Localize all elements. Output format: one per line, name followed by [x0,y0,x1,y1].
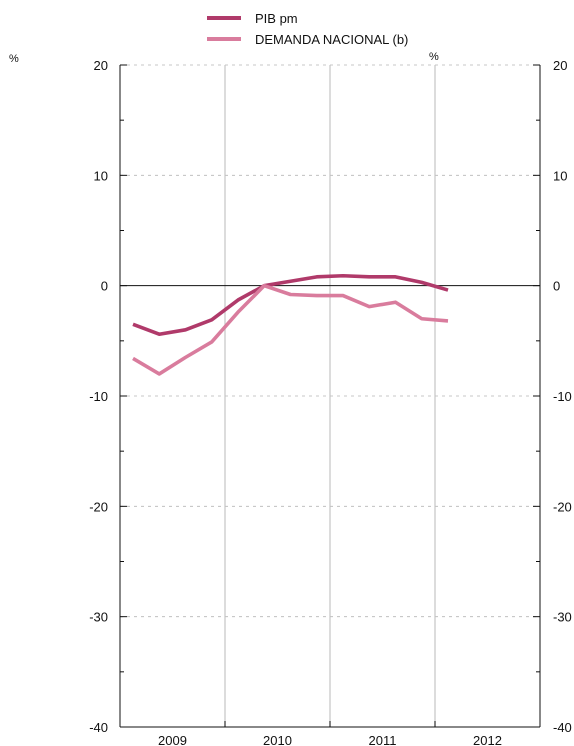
left-tick-label: -10 [89,389,108,404]
x-tick-label: 2009 [158,733,187,746]
x-tick-label: 2011 [369,733,397,746]
left-tick-label: 10 [94,168,108,183]
series-lines [132,273,449,376]
left-tick-label: -20 [89,499,108,514]
right-tick-label: -40 [553,720,572,735]
year-separators [224,65,436,727]
left-tick-label: 0 [101,279,108,294]
x-tick-label: 2012 [473,733,502,746]
legend-label-1: PIB pm [255,11,298,26]
left-tick-label: -30 [89,610,108,625]
right-tick-label: -20 [553,499,572,514]
left-tick-label: -40 [89,720,108,735]
right-tick-label: 0 [553,279,560,294]
right-tick-label: -10 [553,389,572,404]
left-tick-label: 20 [94,58,108,73]
right-axis-unit: % [429,51,439,63]
legend: PIB pm DEMANDA NACIONAL (b) [207,11,408,47]
right-tick-label: -30 [553,610,572,625]
x-tick-label: 2010 [263,733,292,746]
legend-label-2: DEMANDA NACIONAL (b) [255,32,408,47]
series-line-1 [132,273,449,337]
axis-ticks [120,64,540,728]
right-tick-label: 10 [553,168,567,183]
right-tick-label: 20 [553,58,567,73]
left-axis-unit: % [9,53,19,65]
series-line-2 [132,283,449,376]
